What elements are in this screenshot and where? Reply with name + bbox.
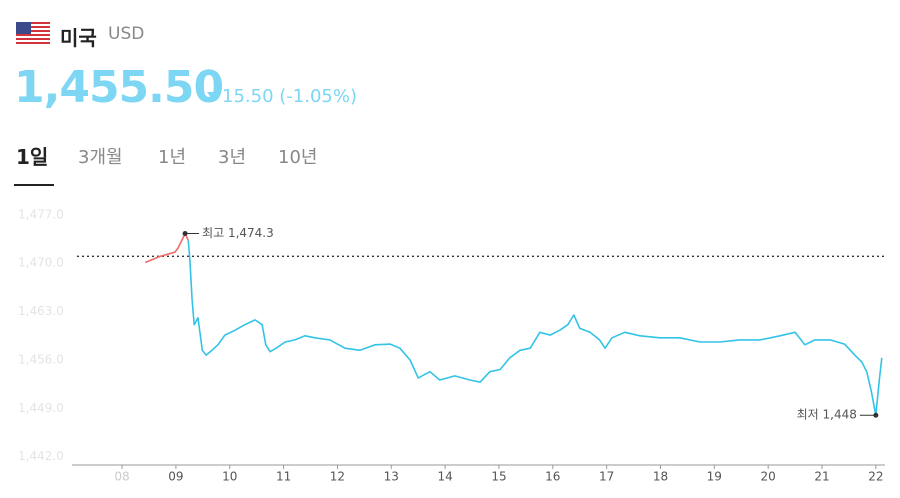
tab[interactable]: 1일 [16, 145, 49, 169]
price-line [187, 240, 883, 416]
x-tick-label: 18 [653, 470, 668, 484]
x-tick-label: 15 [491, 470, 506, 484]
x-tick-label: 20 [761, 470, 776, 484]
x-tick-label: 08 [114, 470, 129, 484]
annotation-label: 최고 1,474.3 [202, 226, 274, 240]
x-tick-label: 22 [868, 470, 883, 484]
y-tick-label: 1,442.0 [18, 449, 64, 463]
y-tick-label: 1,477.0 [18, 207, 64, 221]
price-change: 15.50 (-1.05%) [222, 86, 357, 107]
currency: USD [108, 24, 145, 44]
country: 미국 [60, 26, 97, 50]
annotation-dot [873, 412, 879, 418]
y-tick-label: 1,449.0 [18, 401, 64, 415]
tab[interactable]: 10년 [278, 147, 318, 168]
x-tick-label: 19 [707, 470, 722, 484]
us-flag [16, 22, 50, 46]
y-tick-label: 1,470.0 [18, 256, 64, 270]
x-tick-label: 09 [168, 470, 183, 484]
x-tick-label: 14 [437, 470, 452, 484]
tab[interactable]: 1년 [158, 147, 187, 168]
price: 1,455.50 [14, 62, 224, 113]
tab[interactable]: 3년 [218, 147, 247, 168]
x-tick-label: 21 [814, 470, 829, 484]
down-arrow [207, 92, 217, 99]
annotation-dot [182, 230, 188, 236]
x-tick-label: 13 [384, 470, 399, 484]
x-tick-label: 12 [330, 470, 345, 484]
tab[interactable]: 3개월 [78, 147, 123, 168]
x-tick-label: 10 [222, 470, 237, 484]
annotation-label: 최저 1,448 [797, 408, 857, 422]
x-tick-label: 16 [545, 470, 560, 484]
x-tick-label: 17 [599, 470, 614, 484]
price-line [144, 232, 190, 264]
x-tick-label: 11 [276, 470, 291, 484]
tab-underline [14, 184, 54, 186]
y-tick-label: 1,463.0 [18, 304, 64, 318]
y-tick-label: 1,456.0 [18, 352, 64, 366]
